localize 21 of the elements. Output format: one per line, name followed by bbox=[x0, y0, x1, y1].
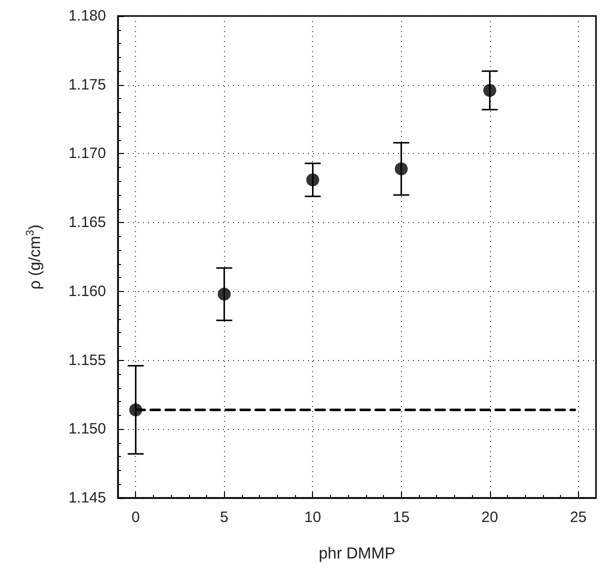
x-tick-label: 25 bbox=[570, 509, 587, 526]
x-tick-label: 10 bbox=[304, 509, 322, 526]
x-tick-label: 5 bbox=[220, 509, 228, 526]
y-tick-label: 1.150 bbox=[68, 420, 106, 438]
y-tick-label: 1.170 bbox=[68, 145, 106, 162]
y-tick-label: 1.160 bbox=[68, 282, 106, 300]
point bbox=[306, 173, 320, 186]
y-tick-label: 1.165 bbox=[68, 214, 106, 232]
y-tick-label: 1.155 bbox=[68, 352, 106, 369]
point bbox=[483, 84, 496, 97]
point bbox=[129, 403, 142, 416]
y-axis-title: ρ (g/cm3) bbox=[24, 224, 44, 290]
point bbox=[218, 288, 231, 301]
y-tick-label: 1.175 bbox=[68, 76, 106, 94]
x-axis-title: phr DMMP bbox=[318, 546, 396, 562]
y-tick-label: 1.145 bbox=[68, 490, 106, 506]
x-tick-label: 15 bbox=[392, 509, 410, 526]
point bbox=[394, 162, 408, 176]
y-tick-label: 1.180 bbox=[68, 8, 106, 24]
x-tick-label: 20 bbox=[481, 509, 498, 526]
x-tick-label: 0 bbox=[132, 509, 140, 526]
